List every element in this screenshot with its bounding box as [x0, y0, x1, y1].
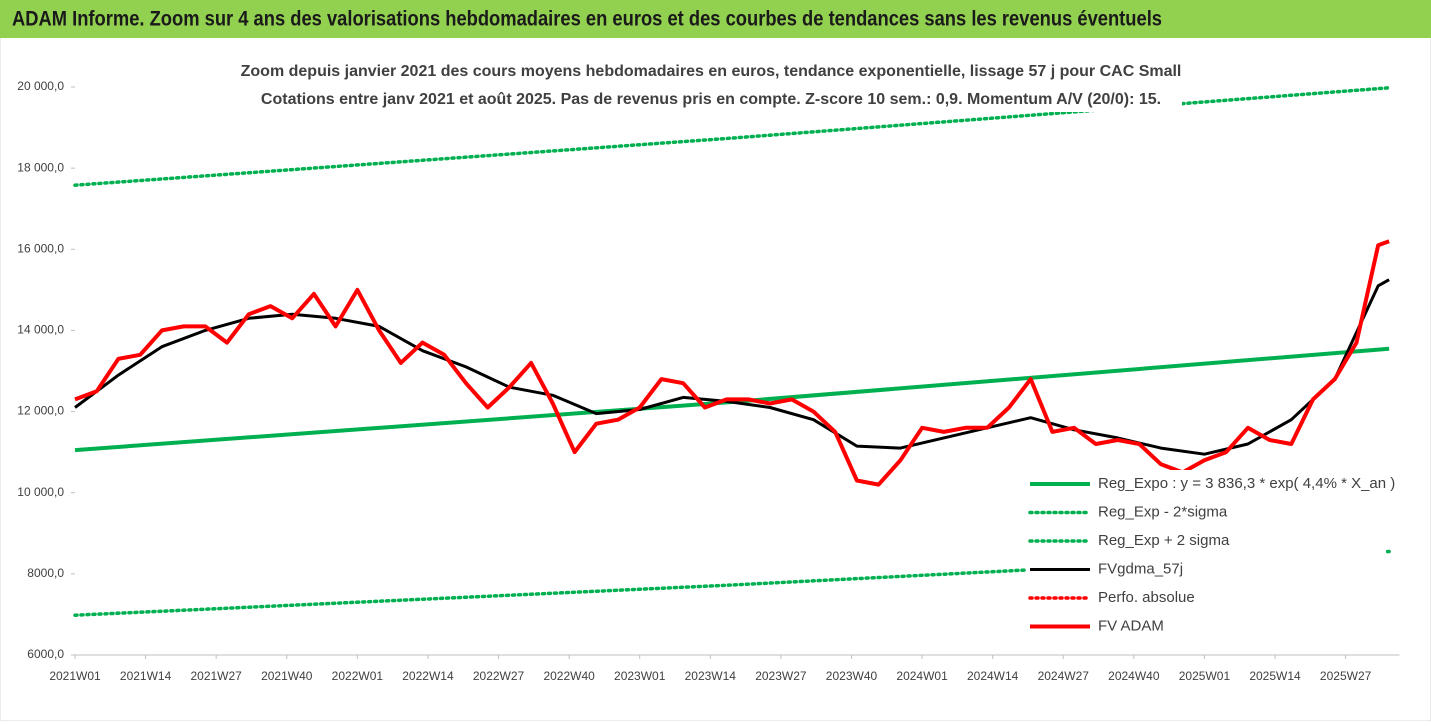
- x-tick-label: 2023W14: [685, 669, 737, 683]
- x-tick-label: 2022W40: [543, 669, 595, 683]
- legend-label: FVgdma_57j: [1098, 560, 1183, 577]
- legend-label: Reg_Exp - 2*sigma: [1098, 503, 1228, 520]
- legend-label: Perfo. absolue: [1098, 589, 1195, 606]
- subtitle-box: [240, 58, 1182, 112]
- x-tick-label: 2022W01: [332, 669, 384, 683]
- x-tick-label: 2024W27: [1038, 669, 1090, 683]
- x-tick-label: 2021W27: [190, 669, 242, 683]
- x-tick-label: 2024W14: [967, 669, 1019, 683]
- x-tick-label: 2021W01: [49, 669, 101, 683]
- x-tick-label: 2021W40: [261, 669, 313, 683]
- y-tick-label: 18 000,0: [17, 160, 64, 174]
- x-tick-label: 2024W40: [1108, 669, 1160, 683]
- legend-box: [1026, 470, 1386, 640]
- x-tick-label: 2024W01: [896, 669, 948, 683]
- x-tick-label: 2022W27: [473, 669, 525, 683]
- title-banner: [0, 0, 1431, 38]
- x-tick-label: 2023W40: [826, 669, 878, 683]
- chart-title: ADAM Informe. Zoom sur 4 ans des valoris…: [12, 8, 1162, 31]
- chart-subtitle: Cotations entre janv 2021 et août 2025. …: [261, 91, 1161, 108]
- x-tick-label: 2025W14: [1249, 669, 1301, 683]
- y-tick-label: 10 000,0: [17, 485, 64, 499]
- y-tick-label: 12 000,0: [17, 404, 64, 418]
- y-tick-label: 16 000,0: [17, 241, 64, 255]
- series-line: [74, 278, 1390, 456]
- chart-subtitle: Zoom depuis janvier 2021 des cours moyen…: [241, 63, 1182, 80]
- x-tick-label: 2021W14: [120, 669, 172, 683]
- y-tick-label: 14 000,0: [17, 323, 64, 337]
- x-tick-label: 2025W27: [1320, 669, 1372, 683]
- legend-label: FV ADAM: [1098, 617, 1164, 634]
- x-tick-label: 2022W14: [402, 669, 454, 683]
- x-tick-label: 2023W27: [755, 669, 807, 683]
- x-tick-label: 2025W01: [1179, 669, 1231, 683]
- legend-label: Reg_Expo : y = 3 836,3 * exp( 4,4% * X_a…: [1098, 475, 1395, 492]
- y-tick-label: 20 000,0: [17, 79, 64, 93]
- y-tick-label: 8000,0: [27, 566, 64, 580]
- y-tick-label: 6000,0: [27, 647, 64, 661]
- x-tick-label: 2023W01: [614, 669, 666, 683]
- legend-label: Reg_Exp + 2 sigma: [1098, 532, 1230, 549]
